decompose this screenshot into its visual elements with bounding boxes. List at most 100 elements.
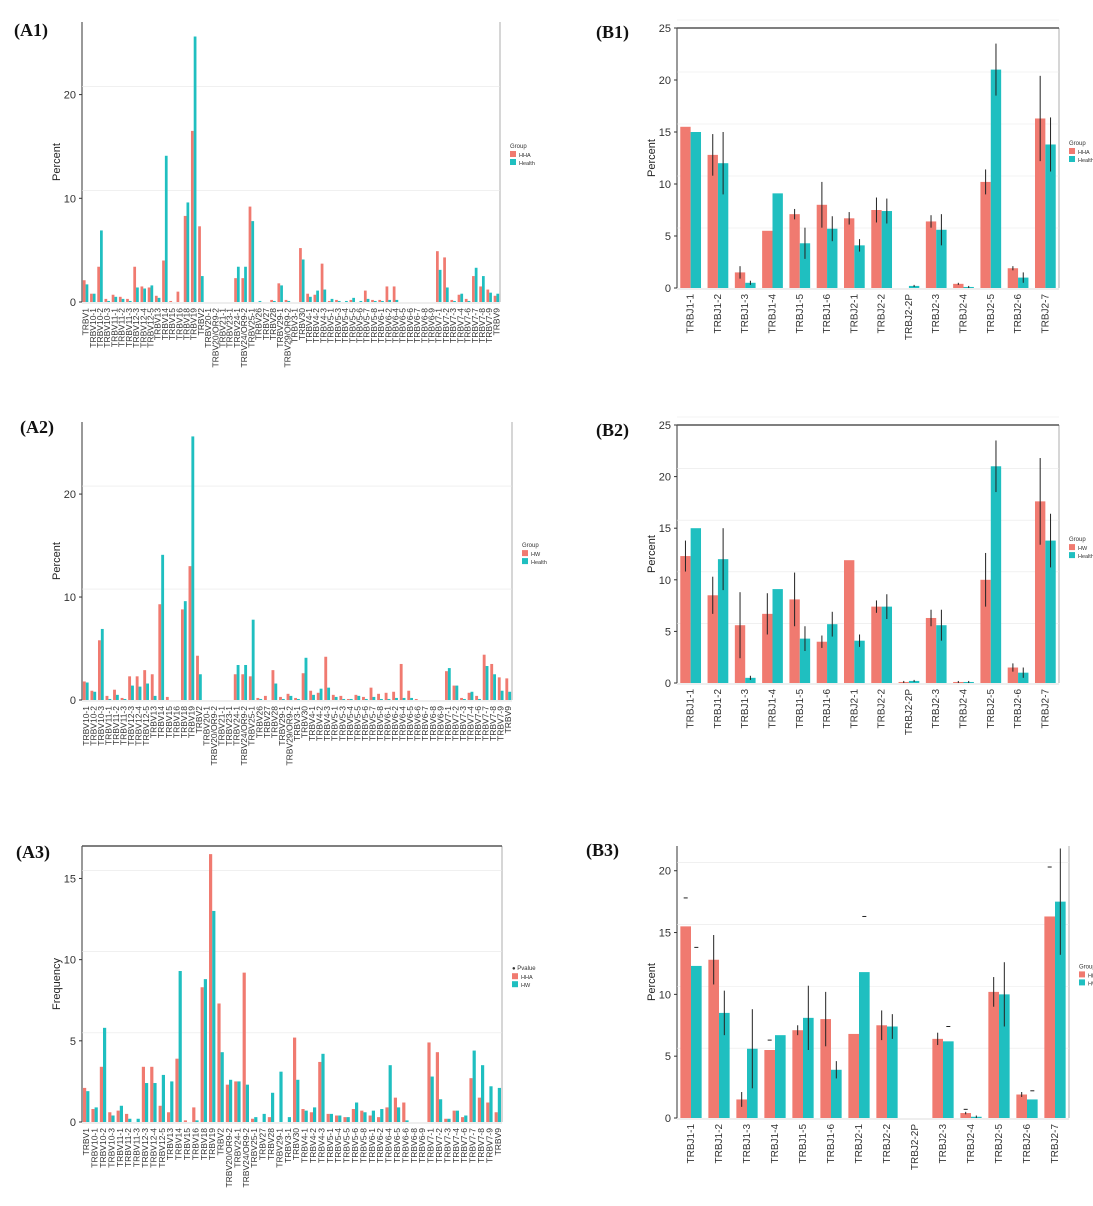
y-tick-label: 5 [70, 1036, 76, 1048]
bar-hw-trbv10-3 [111, 1115, 115, 1122]
x-tick-label: TRBV6-9 [427, 308, 437, 343]
bar-hha-trbj1-3 [736, 1099, 747, 1118]
x-tick-label: TRBV7-9 [484, 308, 494, 343]
bar-health-trbv30 [304, 657, 308, 700]
x-tick-label: TRBV16 [190, 1128, 200, 1160]
bar-hha-trbj2-1 [843, 218, 855, 288]
bar-hw-trbv18 [203, 979, 207, 1122]
x-tick-label: TRBV5-3 [333, 308, 343, 343]
bar-hha-trbj2-3 [925, 221, 937, 288]
bar-hw-trbv9 [505, 678, 509, 700]
x-tick-label: TRBV11-1 [103, 706, 113, 745]
x-tick-label: TRBV10-2 [88, 706, 98, 746]
legend-entry: HHA [521, 975, 533, 981]
bar-health-trbv5-6 [364, 698, 368, 700]
x-tick-label: TRBV5-8 [375, 706, 385, 741]
x-tick-label: TRBV13 [165, 1128, 175, 1160]
x-tick-label: TRBV5-6 [360, 706, 370, 741]
x-tick-label: TRBV20/OR9-2 [224, 1128, 234, 1188]
x-tick-label: TRBV5-7 [362, 308, 372, 343]
bar-hha-trbv18 [183, 215, 187, 302]
bar-hha-trbv11-1 [116, 1110, 120, 1122]
bar-hha-trbv12-4 [150, 1066, 154, 1122]
bar-health-trbv7-1 [438, 269, 442, 302]
x-tick-label: TRBV6-1 [367, 1128, 377, 1163]
bar-hha-trbv11-2 [118, 296, 122, 302]
bar-hw-trbv16 [195, 1120, 199, 1122]
x-tick-label: TRBV27 [261, 308, 271, 340]
x-tick-label: TRBV27 [262, 706, 272, 738]
bar-health-trbv24-1 [236, 266, 240, 302]
bar-hw-trbv26 [256, 697, 260, 700]
bar-hw-trbj2-3 [943, 1041, 954, 1118]
x-tick-label: TRBV7-3 [442, 1128, 452, 1163]
bar-hha-trbv24/or9-2 [242, 972, 246, 1122]
y-axis-title: Percent [51, 143, 63, 181]
bar-hha-trbv5-8 [371, 299, 374, 302]
bar-hw-trbv24/or9-2 [245, 1084, 249, 1122]
bar-hw-trbv10-2 [103, 1027, 107, 1122]
x-tick-label: TRBV24-1 [232, 706, 242, 746]
bar-health-trbv12-4 [143, 288, 146, 302]
y-tick-label: 15 [64, 873, 76, 885]
bar-hw-trbv29/or9-2 [286, 693, 290, 700]
bar-hw-trbv7-2 [439, 1099, 443, 1122]
bar-hw-trbv6-4 [399, 663, 403, 700]
x-tick-label: TRBV5-1 [326, 308, 336, 343]
bar-health-trbj2-3 [936, 625, 947, 683]
bar-hha-trbv15 [169, 300, 173, 302]
bar-hw-trbv6-4 [388, 1065, 392, 1122]
bar-hha-trbv2 [217, 1003, 221, 1122]
bar-health-trbj1-4 [772, 589, 783, 683]
bar-hha-trbv7-1 [436, 251, 439, 302]
x-tick-label: TRBV30 [291, 1128, 301, 1160]
x-tick-label: TRBV30 [300, 706, 310, 738]
bar-hw-trbv7-4 [467, 692, 471, 700]
bar-hw-trbj1-5 [803, 1017, 814, 1118]
bar-hha-trbv7-7 [469, 1078, 473, 1122]
bar-hha-trbj1-1 [680, 926, 691, 1118]
x-tick-label: TRBV6-6 [400, 1128, 410, 1163]
legend-swatch [522, 550, 528, 557]
bar-hw-trbv11-3 [120, 697, 124, 700]
y-axis-title: Percent [646, 963, 658, 1001]
bar-health-trbj2-2 [881, 211, 893, 288]
bar-hha-trbv30 [293, 1037, 297, 1122]
bar-hw-trbv3-1 [294, 697, 297, 700]
y-tick-label: 0 [665, 283, 671, 295]
x-tick-label: TRBV12-5 [141, 706, 151, 746]
legend-swatch [522, 558, 528, 565]
bar-hha-trbv15 [183, 1120, 187, 1122]
legend-entry: HHA [519, 153, 531, 159]
x-tick-label: TRBV6-8 [428, 706, 438, 741]
bar-hw-trbv15 [165, 696, 169, 700]
bar-health-trbv13 [157, 297, 161, 302]
x-tick-label: TRBV7-2 [450, 706, 460, 741]
bar-hw-trbv24/or9-2 [241, 674, 245, 700]
bar-hha-trbj1-5 [789, 214, 800, 288]
bar-hw-trbv6-5 [407, 690, 411, 700]
x-tick-label: TRBJ2-2P [904, 689, 915, 735]
x-tick-label: TRBV23-1 [224, 706, 234, 746]
bar-health-trbj2-3 [936, 229, 947, 288]
bar-health-trbv25-1 [251, 619, 255, 700]
bar-health-trbj2-1 [854, 245, 865, 288]
x-tick-label: TRBV7-8 [488, 706, 498, 741]
bar-health-trbv10-1 [85, 682, 89, 700]
x-tick-label: TRBJ2-1 [849, 294, 860, 334]
bar-health-trbv5-4 [349, 698, 353, 700]
bar-hw-trbv7-3 [460, 697, 463, 700]
bar-hw-trbj1-5 [789, 599, 800, 683]
x-tick-label: TRBV12-5 [157, 1128, 167, 1168]
x-tick-label: TRBV7-7 [470, 308, 480, 343]
legend-entry: Health [1078, 158, 1093, 164]
bar-hha-trbv19 [209, 854, 213, 1122]
bar-health-trbv29/or9-2 [289, 695, 293, 700]
x-tick-label: TRBV5-5 [342, 1128, 352, 1163]
bar-health-trbv13 [153, 695, 157, 700]
bar-hw-trbv14 [178, 971, 182, 1122]
x-tick-label: TRBV13 [149, 706, 159, 738]
bar-health-trbv5-5 [352, 297, 355, 302]
x-tick-label: TRBV24/OR9-2 [239, 706, 249, 766]
chart-a3: 051015FrequencyTRBV1TRBV10-1TRBV10-2TRBV… [51, 845, 536, 1188]
